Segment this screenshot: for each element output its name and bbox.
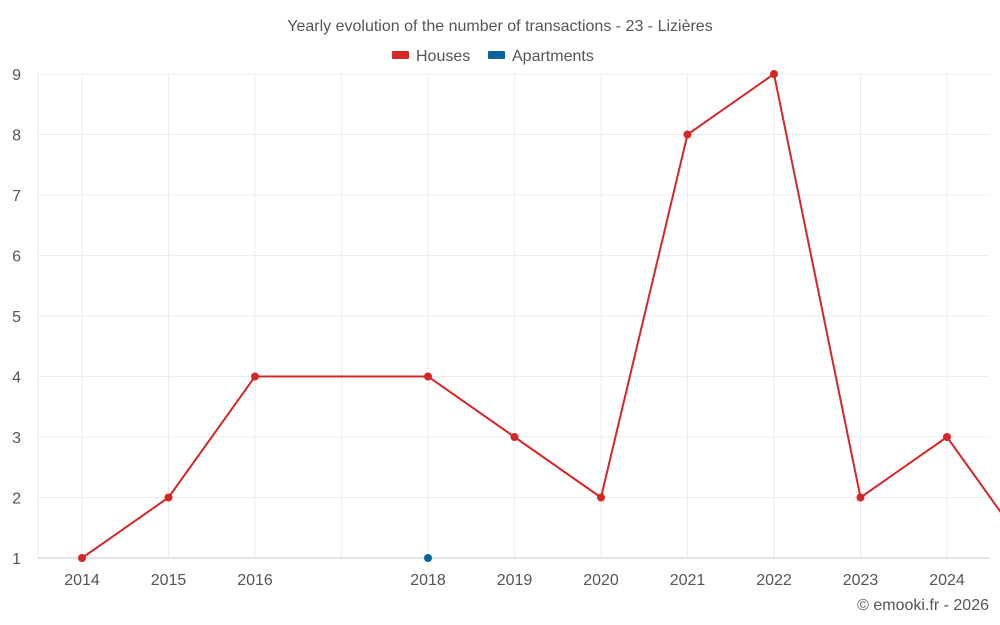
- legend: Houses Apartments: [392, 48, 594, 65]
- legend-item-apartments[interactable]: Apartments: [488, 48, 594, 65]
- x-tick-label: 2019: [497, 572, 533, 589]
- y-tick-label: 5: [12, 309, 21, 326]
- y-tick-label: 3: [12, 430, 21, 447]
- y-tick-label: 6: [12, 249, 21, 266]
- legend-swatch-apartments: [488, 51, 505, 59]
- data-point-houses-2014[interactable]: [78, 554, 86, 562]
- series: [78, 70, 1000, 562]
- x-tick-label: 2016: [237, 572, 273, 589]
- data-point-houses-2019[interactable]: [510, 433, 519, 441]
- x-tick-label: 2022: [756, 572, 792, 589]
- y-axis-ticks: 1 2 3 4 5 6 7 8 9: [12, 67, 21, 568]
- y-tick-label: 4: [12, 370, 21, 387]
- data-point-houses-2015[interactable]: [164, 493, 173, 502]
- x-tick-label: 2018: [410, 572, 446, 589]
- data-point-houses-2024[interactable]: [943, 433, 951, 441]
- x-tick-label: 2024: [929, 572, 965, 589]
- y-tick-label: 2: [12, 491, 21, 508]
- data-point-apartments-2018[interactable]: [424, 554, 432, 562]
- chart-title: Yearly evolution of the number of transa…: [287, 18, 712, 35]
- y-tick-label: 9: [12, 67, 21, 84]
- series-apartments: [424, 554, 432, 562]
- legend-label-apartments: Apartments: [512, 48, 594, 65]
- data-point-houses-2016[interactable]: [251, 372, 259, 381]
- y-tick-label: 7: [12, 188, 21, 205]
- legend-swatch-houses: [392, 51, 409, 59]
- data-point-houses-2018[interactable]: [424, 372, 432, 381]
- data-point-houses-2020[interactable]: [597, 493, 605, 502]
- x-tick-label: 2021: [670, 572, 706, 589]
- credit-text: © emooki.fr - 2026: [857, 597, 989, 614]
- data-point-houses-2023[interactable]: [856, 493, 865, 502]
- x-axis-ticks: 2014 2015 2016 2018 2019 2020 2021 2022 2023 2024…: [64, 572, 965, 589]
- data-point-houses-2021[interactable]: [683, 130, 692, 139]
- legend-item-houses[interactable]: Houses: [392, 48, 470, 65]
- data-point-houses-2022[interactable]: [770, 70, 778, 78]
- legend-label-houses: Houses: [416, 48, 470, 65]
- x-tick-label: 2015: [151, 572, 187, 589]
- y-tick-label: 8: [12, 128, 21, 145]
- series-houses: [78, 70, 1000, 562]
- grid: [37, 73, 990, 559]
- x-tick-label: 2020: [583, 572, 619, 589]
- x-tick-label: 2023: [843, 572, 879, 589]
- x-tick-label: 2014: [64, 572, 100, 589]
- y-tick-label: 1: [12, 551, 21, 568]
